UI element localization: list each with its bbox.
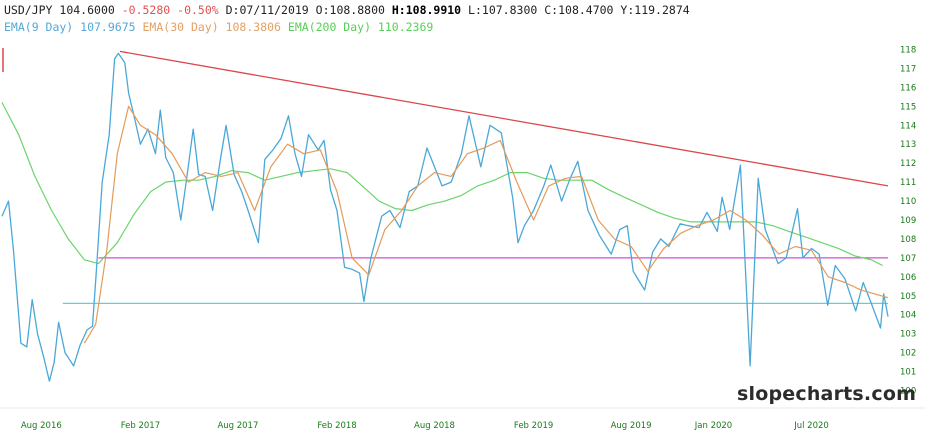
x-tick-label: Feb 2019 [514,421,553,431]
y-tick-label: 106 [900,273,916,283]
y-tick-label: 103 [900,330,916,340]
y-tick-label: 107 [900,254,916,264]
y-tick-label: 108 [900,235,916,245]
y-tick-label: 115 [900,102,916,112]
open-value: 108.8800 [329,3,385,17]
series-ema30 [83,105,889,344]
series-price [1,52,889,382]
x-tick-label: Jan 2020 [694,421,732,431]
y-tick-label: 101 [900,368,916,378]
close-value: 108.4700 [558,3,614,17]
watermark: slopecharts.com [737,383,917,405]
low-value: 107.8300 [481,3,538,17]
year-label: Y: [620,3,635,17]
y-tick-label: 102 [900,349,916,359]
low-label: L: [468,3,482,17]
x-tick-label: Jul 2020 [793,421,829,431]
x-tick-label: Aug 2019 [611,421,652,431]
y-tick-label: 118 [900,45,916,55]
y-tick-label: 112 [900,159,916,169]
x-tick-label: Aug 2016 [21,421,62,431]
x-tick-label: Aug 2017 [217,421,258,431]
y-tick-label: 109 [900,216,916,226]
date-label: D: [225,3,240,17]
plot-area [1,50,889,382]
symbol: USD/JPY [4,3,53,17]
y-tick-label: 104 [900,311,916,321]
x-axis: Aug 2016 Feb 2017 Aug 2017 Feb 2018 Aug 2018… [21,421,829,431]
y-tick-label: 113 [900,140,916,150]
x-tick-label: Aug 2018 [414,421,455,431]
y-axis: 100 101 102 103 104 105 106 107 108 109 110 111 112 1… [900,45,916,396]
legend-ema30[interactable]: EMA(30 Day) 108.3806 [142,20,281,34]
last-price: 104.6000 [59,3,115,17]
y-tick-label: 105 [900,292,916,302]
y-tick-label: 114 [900,121,916,131]
high-value: 108.9910 [405,3,462,17]
year-value: 119.2874 [634,3,690,17]
legend-ema200[interactable]: EMA(200 Day) 110.2369 [287,20,434,34]
y-tick-label: 111 [900,178,916,188]
y-tick-label: 100 [900,387,916,397]
price-change-pct: -0.50% [177,3,219,17]
date-value: 07/11/2019 [239,3,309,17]
x-tick-label: Feb 2017 [121,421,160,431]
x-tick-label: Feb 2018 [317,421,356,431]
y-tick-label: 116 [900,83,916,93]
high-label: H: [391,3,406,17]
ohlc-header: USD/JPY 104.6000 -0.5280 -0.50% D:07/11/… [4,3,690,17]
legend-ema9[interactable]: EMA(9 Day) 107.9675 [4,20,136,34]
series-ema200 [1,102,883,267]
series-trendline [119,50,889,187]
close-label: C: [544,3,559,17]
price-change: -0.5280 [121,3,171,17]
open-label: O: [315,3,330,17]
y-tick-label: 110 [900,197,916,207]
y-tick-label: 117 [900,64,916,74]
indicator-legend: EMA(9 Day) 107.9675 EMA(30 Day) 108.3806… [4,20,433,34]
